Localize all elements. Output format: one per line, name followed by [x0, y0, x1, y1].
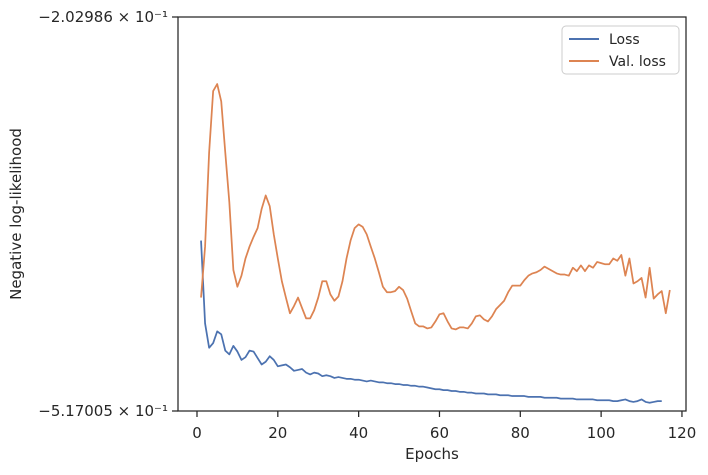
x-tick-label: 100	[587, 424, 616, 442]
x-axis-label: Epochs	[405, 445, 459, 463]
legend-label-val-loss: Val. loss	[609, 54, 666, 70]
x-tick-label: 40	[349, 424, 368, 442]
legend-label-loss: Loss	[609, 32, 640, 48]
x-tick-label: 0	[192, 424, 202, 442]
x-tick-label: 120	[668, 424, 697, 442]
series-line-loss	[200, 240, 662, 404]
plot-series-group	[200, 83, 671, 404]
y-axis-label: Negative log-likelihood	[7, 128, 25, 300]
x-tick-label: 20	[268, 424, 287, 442]
y-axis: −2.02986 × 10⁻¹ −5.17005 × 10⁻¹	[38, 8, 178, 420]
y-tick-label-bottom: −5.17005 × 10⁻¹	[38, 402, 168, 420]
x-tick-label: 80	[511, 424, 530, 442]
series-line-val-loss	[200, 83, 671, 331]
x-axis: 0 20 40 60 80 100 120	[192, 411, 696, 442]
y-tick-label-top: −2.02986 × 10⁻¹	[38, 8, 168, 26]
legend: Loss Val. loss	[561, 25, 680, 75]
plot-frame	[177, 16, 687, 412]
x-tick-label: 60	[430, 424, 449, 442]
